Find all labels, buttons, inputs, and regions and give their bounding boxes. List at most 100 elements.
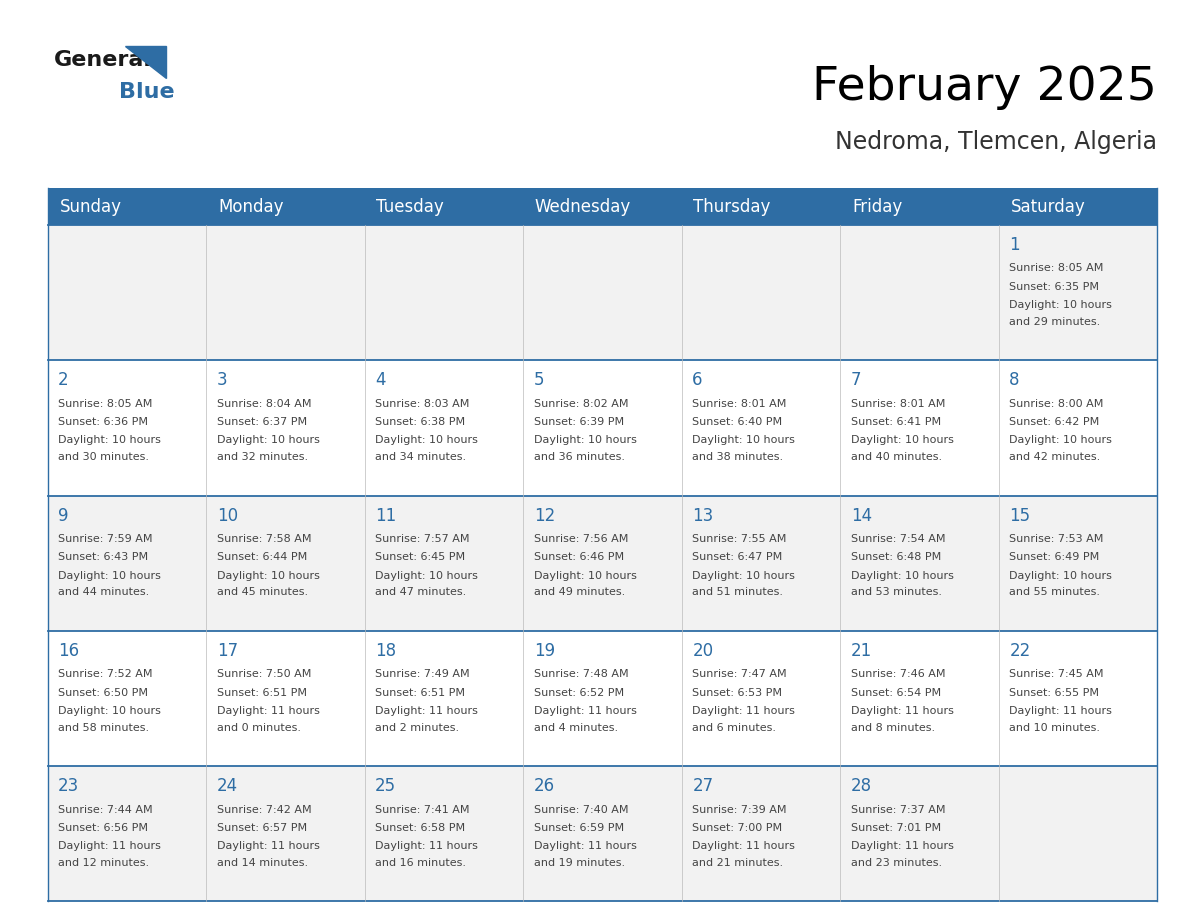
Text: Daylight: 11 hours: Daylight: 11 hours [693, 842, 795, 851]
Text: Daylight: 11 hours: Daylight: 11 hours [1010, 706, 1112, 716]
Text: 3: 3 [216, 371, 227, 389]
Text: Sunrise: 8:01 AM: Sunrise: 8:01 AM [693, 398, 786, 409]
Text: Daylight: 10 hours: Daylight: 10 hours [533, 435, 637, 445]
Bar [48, 360, 1157, 496]
Text: and 47 minutes.: and 47 minutes. [375, 588, 467, 598]
Text: 9: 9 [58, 507, 69, 524]
Text: Sunset: 6:52 PM: Sunset: 6:52 PM [533, 688, 624, 698]
Text: and 51 minutes.: and 51 minutes. [693, 588, 783, 598]
Text: 28: 28 [851, 778, 872, 795]
Text: Sunset: 6:47 PM: Sunset: 6:47 PM [693, 553, 783, 563]
Text: 22: 22 [1010, 642, 1030, 660]
Text: Daylight: 10 hours: Daylight: 10 hours [58, 706, 162, 716]
Text: Daylight: 10 hours: Daylight: 10 hours [1010, 300, 1112, 310]
Text: Sunrise: 8:05 AM: Sunrise: 8:05 AM [1010, 263, 1104, 274]
Text: Sunday: Sunday [59, 197, 121, 216]
Text: Sunrise: 7:53 AM: Sunrise: 7:53 AM [1010, 534, 1104, 544]
Text: Daylight: 10 hours: Daylight: 10 hours [1010, 571, 1112, 581]
Text: 10: 10 [216, 507, 238, 524]
Text: Sunset: 6:39 PM: Sunset: 6:39 PM [533, 417, 624, 427]
Text: and 38 minutes.: and 38 minutes. [693, 452, 783, 462]
Text: General: General [53, 50, 151, 70]
Text: Tuesday: Tuesday [377, 197, 444, 216]
Text: 25: 25 [375, 778, 397, 795]
Polygon shape [125, 46, 166, 78]
Text: Sunrise: 7:59 AM: Sunrise: 7:59 AM [58, 534, 153, 544]
Text: Sunrise: 7:47 AM: Sunrise: 7:47 AM [693, 669, 786, 679]
Text: Sunrise: 7:57 AM: Sunrise: 7:57 AM [375, 534, 469, 544]
Text: Sunset: 6:37 PM: Sunset: 6:37 PM [216, 417, 307, 427]
Text: and 23 minutes.: and 23 minutes. [851, 858, 942, 868]
Text: 26: 26 [533, 778, 555, 795]
Text: Sunset: 6:50 PM: Sunset: 6:50 PM [58, 688, 148, 698]
Text: Sunrise: 7:48 AM: Sunrise: 7:48 AM [533, 669, 628, 679]
Text: Sunset: 6:46 PM: Sunset: 6:46 PM [533, 553, 624, 563]
Text: and 40 minutes.: and 40 minutes. [851, 452, 942, 462]
Text: and 34 minutes.: and 34 minutes. [375, 452, 467, 462]
Text: Sunrise: 7:39 AM: Sunrise: 7:39 AM [693, 805, 786, 814]
Text: Sunrise: 7:58 AM: Sunrise: 7:58 AM [216, 534, 311, 544]
Bar [48, 631, 1157, 767]
Text: Sunrise: 8:05 AM: Sunrise: 8:05 AM [58, 398, 152, 409]
Text: 18: 18 [375, 642, 397, 660]
Text: and 6 minutes.: and 6 minutes. [693, 722, 776, 733]
Text: and 10 minutes.: and 10 minutes. [1010, 722, 1100, 733]
Text: and 45 minutes.: and 45 minutes. [216, 588, 308, 598]
Text: 2: 2 [58, 371, 69, 389]
Text: Sunrise: 8:02 AM: Sunrise: 8:02 AM [533, 398, 628, 409]
Text: Daylight: 11 hours: Daylight: 11 hours [58, 842, 162, 851]
Text: Daylight: 11 hours: Daylight: 11 hours [851, 706, 954, 716]
Text: and 49 minutes.: and 49 minutes. [533, 588, 625, 598]
Text: Sunrise: 7:52 AM: Sunrise: 7:52 AM [58, 669, 153, 679]
Text: Sunrise: 7:46 AM: Sunrise: 7:46 AM [851, 669, 946, 679]
Text: Daylight: 11 hours: Daylight: 11 hours [216, 706, 320, 716]
Text: Sunrise: 7:44 AM: Sunrise: 7:44 AM [58, 805, 153, 814]
Text: 27: 27 [693, 778, 713, 795]
Text: Nedroma, Tlemcen, Algeria: Nedroma, Tlemcen, Algeria [835, 130, 1157, 154]
Text: Sunrise: 8:00 AM: Sunrise: 8:00 AM [1010, 398, 1104, 409]
Text: Sunset: 6:58 PM: Sunset: 6:58 PM [375, 823, 466, 833]
Text: 20: 20 [693, 642, 713, 660]
Text: Sunrise: 7:41 AM: Sunrise: 7:41 AM [375, 805, 469, 814]
Text: Sunset: 6:36 PM: Sunset: 6:36 PM [58, 417, 148, 427]
Text: Daylight: 11 hours: Daylight: 11 hours [375, 842, 478, 851]
Text: 11: 11 [375, 507, 397, 524]
Text: Sunset: 6:35 PM: Sunset: 6:35 PM [1010, 282, 1099, 292]
Text: Daylight: 10 hours: Daylight: 10 hours [533, 571, 637, 581]
Text: Daylight: 11 hours: Daylight: 11 hours [533, 706, 637, 716]
Text: Sunrise: 7:45 AM: Sunrise: 7:45 AM [1010, 669, 1104, 679]
Text: Daylight: 10 hours: Daylight: 10 hours [375, 435, 478, 445]
Text: 23: 23 [58, 778, 80, 795]
Text: and 36 minutes.: and 36 minutes. [533, 452, 625, 462]
Text: Sunset: 6:51 PM: Sunset: 6:51 PM [375, 688, 466, 698]
Text: Sunset: 6:59 PM: Sunset: 6:59 PM [533, 823, 624, 833]
Text: Friday: Friday [852, 197, 902, 216]
Text: Sunrise: 8:01 AM: Sunrise: 8:01 AM [851, 398, 946, 409]
Text: and 2 minutes.: and 2 minutes. [375, 722, 460, 733]
Text: 1: 1 [1010, 236, 1020, 254]
Text: Sunset: 6:40 PM: Sunset: 6:40 PM [693, 417, 783, 427]
Text: and 55 minutes.: and 55 minutes. [1010, 588, 1100, 598]
Text: Sunrise: 7:49 AM: Sunrise: 7:49 AM [375, 669, 470, 679]
Text: Daylight: 10 hours: Daylight: 10 hours [851, 571, 954, 581]
Text: Sunrise: 7:54 AM: Sunrise: 7:54 AM [851, 534, 946, 544]
Text: Sunset: 6:51 PM: Sunset: 6:51 PM [216, 688, 307, 698]
Text: and 16 minutes.: and 16 minutes. [375, 858, 466, 868]
Text: Daylight: 10 hours: Daylight: 10 hours [216, 571, 320, 581]
Text: Sunset: 6:43 PM: Sunset: 6:43 PM [58, 553, 148, 563]
Text: 8: 8 [1010, 371, 1019, 389]
Text: February 2025: February 2025 [813, 64, 1157, 110]
Text: Daylight: 11 hours: Daylight: 11 hours [851, 842, 954, 851]
Text: Daylight: 10 hours: Daylight: 10 hours [851, 435, 954, 445]
Text: Daylight: 10 hours: Daylight: 10 hours [58, 435, 162, 445]
Text: 6: 6 [693, 371, 703, 389]
Text: 16: 16 [58, 642, 80, 660]
Text: and 53 minutes.: and 53 minutes. [851, 588, 942, 598]
Text: and 8 minutes.: and 8 minutes. [851, 722, 935, 733]
Text: Blue: Blue [119, 82, 175, 102]
Text: Wednesday: Wednesday [535, 197, 631, 216]
Text: Sunset: 6:38 PM: Sunset: 6:38 PM [375, 417, 466, 427]
Text: 5: 5 [533, 371, 544, 389]
Text: and 21 minutes.: and 21 minutes. [693, 858, 783, 868]
Text: and 32 minutes.: and 32 minutes. [216, 452, 308, 462]
